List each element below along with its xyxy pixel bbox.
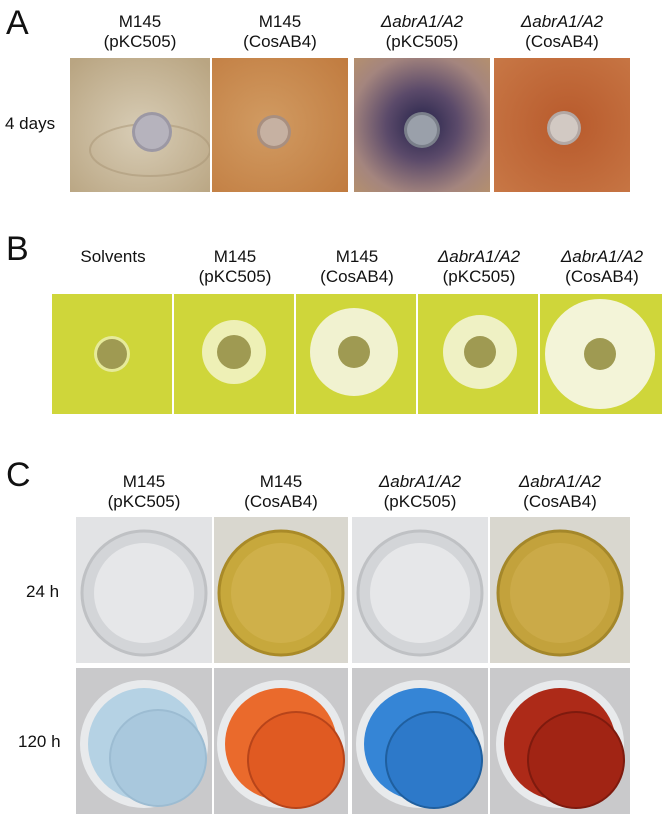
- header-line2: (pKC505): [198, 267, 272, 286]
- well-24h-1: [76, 517, 212, 663]
- panel-c-header-2: M145 (CosAB4): [214, 472, 348, 512]
- header-line2: (CosAB4): [243, 32, 317, 51]
- header-line2: Solvents: [80, 247, 146, 266]
- colony-plate-1: [70, 58, 210, 192]
- well-24h-3: [352, 517, 488, 663]
- well-120h-3: [352, 668, 488, 814]
- header-line2: (CosAB4): [320, 267, 394, 286]
- header-line1: M145: [118, 12, 162, 31]
- panel-a-header-1: M145 (pKC505): [70, 12, 210, 52]
- header-line1: M145: [335, 247, 379, 266]
- header-line2: (pKC505): [103, 32, 177, 51]
- header-line2: (pKC505): [442, 267, 516, 286]
- panel-letter-c: C: [6, 456, 31, 494]
- halo-plate-1: [52, 294, 172, 414]
- panel-b-header-4: ΔabrA1/A2 (pKC505): [418, 247, 540, 287]
- header-line2: (CosAB4): [525, 32, 599, 51]
- panel-a-header-3: ΔabrA1/A2 (pKC505): [354, 12, 490, 52]
- panel-c-header-1: M145 (pKC505): [76, 472, 212, 512]
- header-line1: M145: [259, 472, 303, 491]
- halo-plate-5: [540, 294, 662, 414]
- header-line1: ΔabrA1/A2: [560, 247, 644, 266]
- well-120h-2: [214, 668, 348, 814]
- well-120h-4: [490, 668, 630, 814]
- panel-a-header-2: M145 (CosAB4): [212, 12, 348, 52]
- header-line2: (pKC505): [385, 32, 459, 51]
- header-line1: ΔabrA1/A2: [518, 472, 602, 491]
- well-24h-4: [490, 517, 630, 663]
- header-line2: (CosAB4): [244, 492, 318, 511]
- header-line1: M145: [122, 472, 166, 491]
- header-line1: ΔabrA1/A2: [378, 472, 462, 491]
- panel-b-header-1: Solvents: [52, 247, 174, 267]
- colony-plate-4: [494, 58, 630, 192]
- halo-plate-3: [296, 294, 416, 414]
- header-line1: M145: [258, 12, 302, 31]
- header-line2: (pKC505): [383, 492, 457, 511]
- halo-plate-4: [418, 294, 538, 414]
- panel-letter-b: B: [6, 230, 29, 268]
- halo-plate-2: [174, 294, 294, 414]
- panel-letter-a: A: [6, 4, 29, 42]
- well-120h-1: [76, 668, 212, 814]
- header-line1: ΔabrA1/A2: [380, 12, 464, 31]
- panel-c-row-label-120h: 120 h: [18, 732, 61, 751]
- panel-c-header-3: ΔabrA1/A2 (pKC505): [352, 472, 488, 512]
- panel-b-header-3: M145 (CosAB4): [296, 247, 418, 287]
- header-line1: ΔabrA1/A2: [520, 12, 604, 31]
- panel-c-row-label-24h: 24 h: [26, 582, 60, 601]
- panel-a-row-label: 4 days: [5, 114, 56, 133]
- well-24h-2: [214, 517, 348, 663]
- panel-a-header-4: ΔabrA1/A2 (CosAB4): [494, 12, 630, 52]
- header-line2: (pKC505): [107, 492, 181, 511]
- panel-b-header-2: M145 (pKC505): [174, 247, 296, 287]
- header-line2: (CosAB4): [565, 267, 639, 286]
- panel-c-header-4: ΔabrA1/A2 (CosAB4): [490, 472, 630, 512]
- header-line1: M145: [213, 247, 257, 266]
- header-line2: (CosAB4): [523, 492, 597, 511]
- header-line1: ΔabrA1/A2: [437, 247, 521, 266]
- panel-b-header-5: ΔabrA1/A2 (CosAB4): [540, 247, 664, 287]
- colony-plate-3: [354, 58, 490, 192]
- colony-plate-2: [212, 58, 348, 192]
